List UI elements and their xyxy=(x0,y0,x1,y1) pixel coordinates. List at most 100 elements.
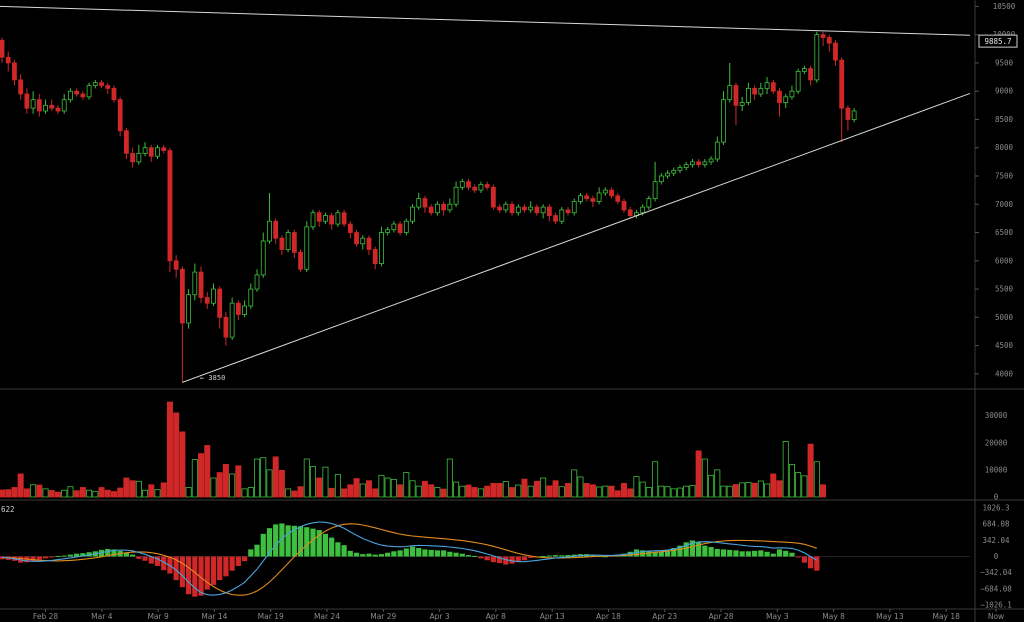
macd-histogram-bar xyxy=(783,550,789,557)
volume-bar xyxy=(104,489,111,498)
volume-bar xyxy=(98,487,105,498)
candle-body xyxy=(186,294,192,324)
candle-body xyxy=(528,206,534,211)
volume-bar xyxy=(229,473,236,498)
volume-bar xyxy=(241,488,248,498)
volume-bar xyxy=(807,443,814,498)
time-tick-label: Feb 28 xyxy=(33,612,58,621)
volume-bar xyxy=(776,480,783,498)
macd-histogram-bar xyxy=(273,524,279,557)
candle-body xyxy=(273,220,279,239)
volume-bar xyxy=(751,482,758,498)
candle-body xyxy=(211,288,216,304)
volume-bar xyxy=(701,458,708,498)
candle-body xyxy=(783,96,789,103)
candle-body xyxy=(204,297,210,304)
candle-body xyxy=(571,201,577,214)
macd-histogram-bar xyxy=(447,551,453,557)
price-tick-label: 7500 xyxy=(995,171,1014,180)
volume-bar xyxy=(521,478,528,498)
macd-histogram-bar xyxy=(515,556,521,563)
macd-histogram-bar xyxy=(186,556,192,595)
axes: 4000 4500 5000 5500 6000 6500 7000 7500 8000 8500… xyxy=(33,2,1016,621)
candle-body xyxy=(18,79,24,95)
macd-signal-line xyxy=(1,523,817,596)
candle-body xyxy=(36,99,42,112)
candle-body xyxy=(839,59,845,109)
macd-histogram-bar xyxy=(770,553,776,557)
macd-histogram-bar xyxy=(702,545,708,557)
candle-body xyxy=(621,201,627,211)
candle-body xyxy=(472,186,478,191)
macd-histogram-bar xyxy=(61,555,67,557)
volume-bar xyxy=(465,484,472,498)
candle-body xyxy=(12,62,17,81)
resistance-trendline xyxy=(0,5,971,36)
low-price-annotation: ← 3850 xyxy=(200,374,225,382)
time-tick-label: May 13 xyxy=(876,612,904,621)
macd-histogram-bar xyxy=(552,555,559,557)
volume-bar xyxy=(732,484,739,498)
volume-tick-label: 30000 xyxy=(985,411,1008,420)
macd-histogram-bar xyxy=(453,552,459,557)
volume-bar xyxy=(639,481,646,498)
macd-histogram-bar xyxy=(391,551,397,557)
candle-body xyxy=(335,212,341,225)
candle-body xyxy=(590,198,596,202)
volume-bar xyxy=(110,491,117,498)
candle-body xyxy=(55,107,61,112)
price-tick-label: 7000 xyxy=(995,200,1014,209)
candle-body xyxy=(354,232,359,245)
volume-bar xyxy=(347,484,354,498)
macd-histogram-bar xyxy=(677,545,683,557)
macd-histogram-bar xyxy=(385,552,391,557)
support-trendline xyxy=(182,92,971,383)
macd-histogram-bar xyxy=(179,556,185,588)
macd-histogram-bar xyxy=(192,556,198,597)
time-tick-label: Mar 29 xyxy=(370,612,396,621)
volume-bar xyxy=(801,475,808,498)
candle-body xyxy=(814,34,820,81)
macd-histogram-bar xyxy=(658,551,664,557)
macd-histogram-bar xyxy=(111,549,117,557)
candle-body xyxy=(820,34,826,38)
macd-histogram-bar xyxy=(683,542,689,557)
volume-bar xyxy=(92,491,99,498)
candle-body xyxy=(167,150,173,262)
candle-body xyxy=(385,229,391,233)
volume-bar xyxy=(477,488,484,498)
volume-bar xyxy=(440,488,447,498)
volume-bar xyxy=(627,488,634,498)
candle-body xyxy=(260,240,266,276)
macd-histogram-bar xyxy=(459,553,465,557)
candle-body xyxy=(5,56,11,64)
candle-body xyxy=(379,232,384,265)
volume-bar xyxy=(509,487,516,498)
volume-bar xyxy=(397,484,404,498)
volume-bar xyxy=(795,472,802,498)
candle-body xyxy=(347,223,353,233)
volume-bar xyxy=(782,440,789,498)
volume-tick-label: 10000 xyxy=(985,465,1008,474)
volume-bar xyxy=(689,485,696,498)
candle-body xyxy=(826,37,832,44)
volume-bar xyxy=(73,490,80,498)
volume-bar xyxy=(664,486,671,498)
candle-body xyxy=(490,186,496,208)
volume-bar xyxy=(48,490,55,498)
candle-body xyxy=(279,237,285,250)
volume-bar xyxy=(558,486,565,498)
candle-body xyxy=(851,110,857,120)
candle-body xyxy=(397,223,403,233)
candle-body xyxy=(522,206,527,211)
volume-bar xyxy=(316,477,323,498)
macd-histogram-bar xyxy=(465,555,472,557)
macd-histogram-bar xyxy=(752,550,758,557)
macd-histogram-bar xyxy=(739,551,745,557)
candle-body xyxy=(24,93,30,109)
candle-body xyxy=(627,209,633,216)
candle-body xyxy=(478,184,484,191)
volume-bar xyxy=(658,485,665,498)
